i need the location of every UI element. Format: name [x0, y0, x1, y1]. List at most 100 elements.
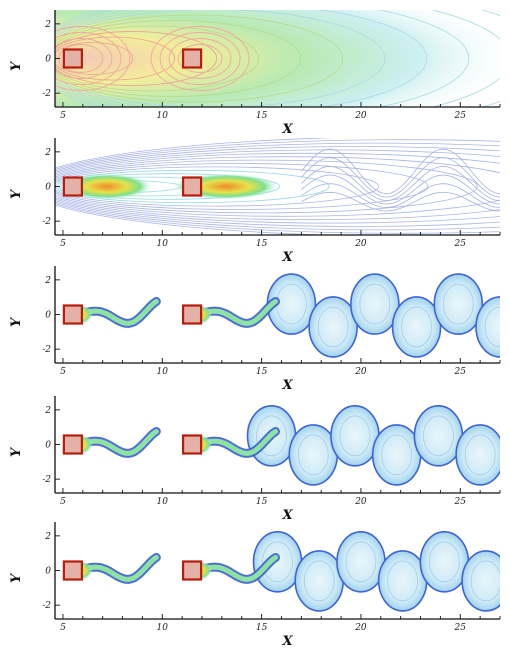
contour-line	[55, 142, 500, 231]
contour-line	[55, 38, 113, 79]
contour-line	[55, 169, 330, 204]
square-cylinder	[181, 560, 203, 581]
x-axis-label: X	[281, 634, 293, 649]
x-tick-label: 5	[60, 497, 66, 507]
vortex	[371, 424, 422, 486]
vortex	[288, 424, 339, 486]
contour-line	[159, 32, 241, 85]
y-tick-label: -2	[42, 89, 51, 99]
contour-line	[55, 166, 379, 207]
contour-line	[345, 541, 377, 583]
vortex	[455, 424, 500, 486]
contour-line	[55, 31, 218, 86]
vortex	[377, 550, 428, 612]
contour-line	[303, 560, 335, 602]
contour-line	[55, 10, 386, 107]
vortex	[475, 296, 500, 358]
contour-line	[55, 14, 344, 103]
vortex	[433, 273, 484, 335]
contour-line	[55, 32, 122, 85]
contour-line	[55, 152, 500, 221]
contour-line	[381, 434, 413, 476]
x-tick-label: 15	[256, 111, 268, 121]
x-tick-label: 10	[157, 111, 169, 121]
y-tick-label: -2	[42, 475, 51, 485]
contour-line	[423, 415, 454, 457]
vortex	[419, 531, 470, 593]
y-tick-label: 0	[45, 441, 51, 451]
contour-line	[401, 306, 432, 348]
x-tick-label: 5	[60, 111, 66, 121]
x-tick-label: 15	[256, 239, 268, 249]
contour-line	[300, 148, 500, 195]
x-tick-label: 25	[454, 497, 467, 507]
y-tick-label: 0	[45, 55, 51, 65]
contour-line	[55, 10, 470, 107]
square-cylinder	[181, 48, 203, 69]
contour-line	[359, 283, 391, 325]
contour-line	[150, 26, 250, 91]
contour-line	[429, 541, 460, 583]
contour-field	[64, 531, 500, 612]
square-cylinder	[62, 48, 83, 69]
x-axis-label: X	[281, 250, 293, 265]
contour-line	[387, 560, 419, 602]
x-tick-label: 20	[354, 623, 367, 633]
y-tick-label: -2	[42, 217, 51, 227]
contour-line	[55, 36, 176, 81]
y-tick-label: 0	[45, 311, 51, 321]
contour-line	[262, 541, 293, 583]
contour-core	[61, 173, 152, 200]
contour-field	[64, 405, 500, 486]
contour-line	[55, 10, 428, 107]
y-axis-label: Y	[9, 60, 24, 71]
square-cylinder	[62, 304, 83, 325]
vortex	[391, 296, 442, 358]
y-axis-label: Y	[9, 572, 24, 583]
y-tick-label: 2	[44, 20, 51, 30]
y-tick-label: 0	[45, 567, 51, 577]
vortex	[461, 550, 500, 612]
contour-line	[339, 415, 371, 457]
contour-line	[470, 560, 500, 602]
x-axis-label: X	[281, 122, 293, 137]
x-tick-label: 20	[354, 239, 367, 249]
contour-line	[301, 165, 500, 202]
contour-line	[317, 306, 349, 348]
contour-line	[55, 42, 134, 75]
x-axis-label: X	[281, 508, 293, 523]
x-tick-label: 10	[157, 239, 169, 249]
y-tick-label: -2	[42, 345, 51, 355]
y-tick-label: 2	[44, 148, 51, 158]
contour-line	[301, 157, 500, 198]
x-tick-label: 10	[157, 367, 169, 377]
y-tick-label: 2	[44, 532, 51, 542]
contour-line	[177, 44, 223, 73]
vortex	[308, 296, 358, 358]
contour-line	[55, 149, 500, 224]
x-tick-label: 5	[60, 239, 66, 249]
contour-line	[55, 139, 500, 234]
contour-line	[442, 283, 474, 325]
square-cylinder	[62, 560, 83, 581]
x-tick-label: 15	[256, 623, 268, 633]
x-tick-label: 10	[157, 497, 169, 507]
contour-field	[64, 273, 500, 358]
contour-line	[301, 183, 500, 208]
vortex	[336, 531, 386, 593]
y-axis-label: Y	[9, 188, 24, 199]
square-cylinder	[181, 304, 203, 325]
square-cylinder	[181, 176, 203, 197]
contour-line	[55, 146, 500, 227]
contour-line	[55, 25, 260, 92]
x-axis-label: X	[281, 378, 293, 393]
y-axis-label: Y	[9, 446, 24, 457]
contour-line	[55, 156, 500, 217]
vortex	[330, 405, 380, 467]
x-tick-label: 20	[354, 111, 367, 121]
